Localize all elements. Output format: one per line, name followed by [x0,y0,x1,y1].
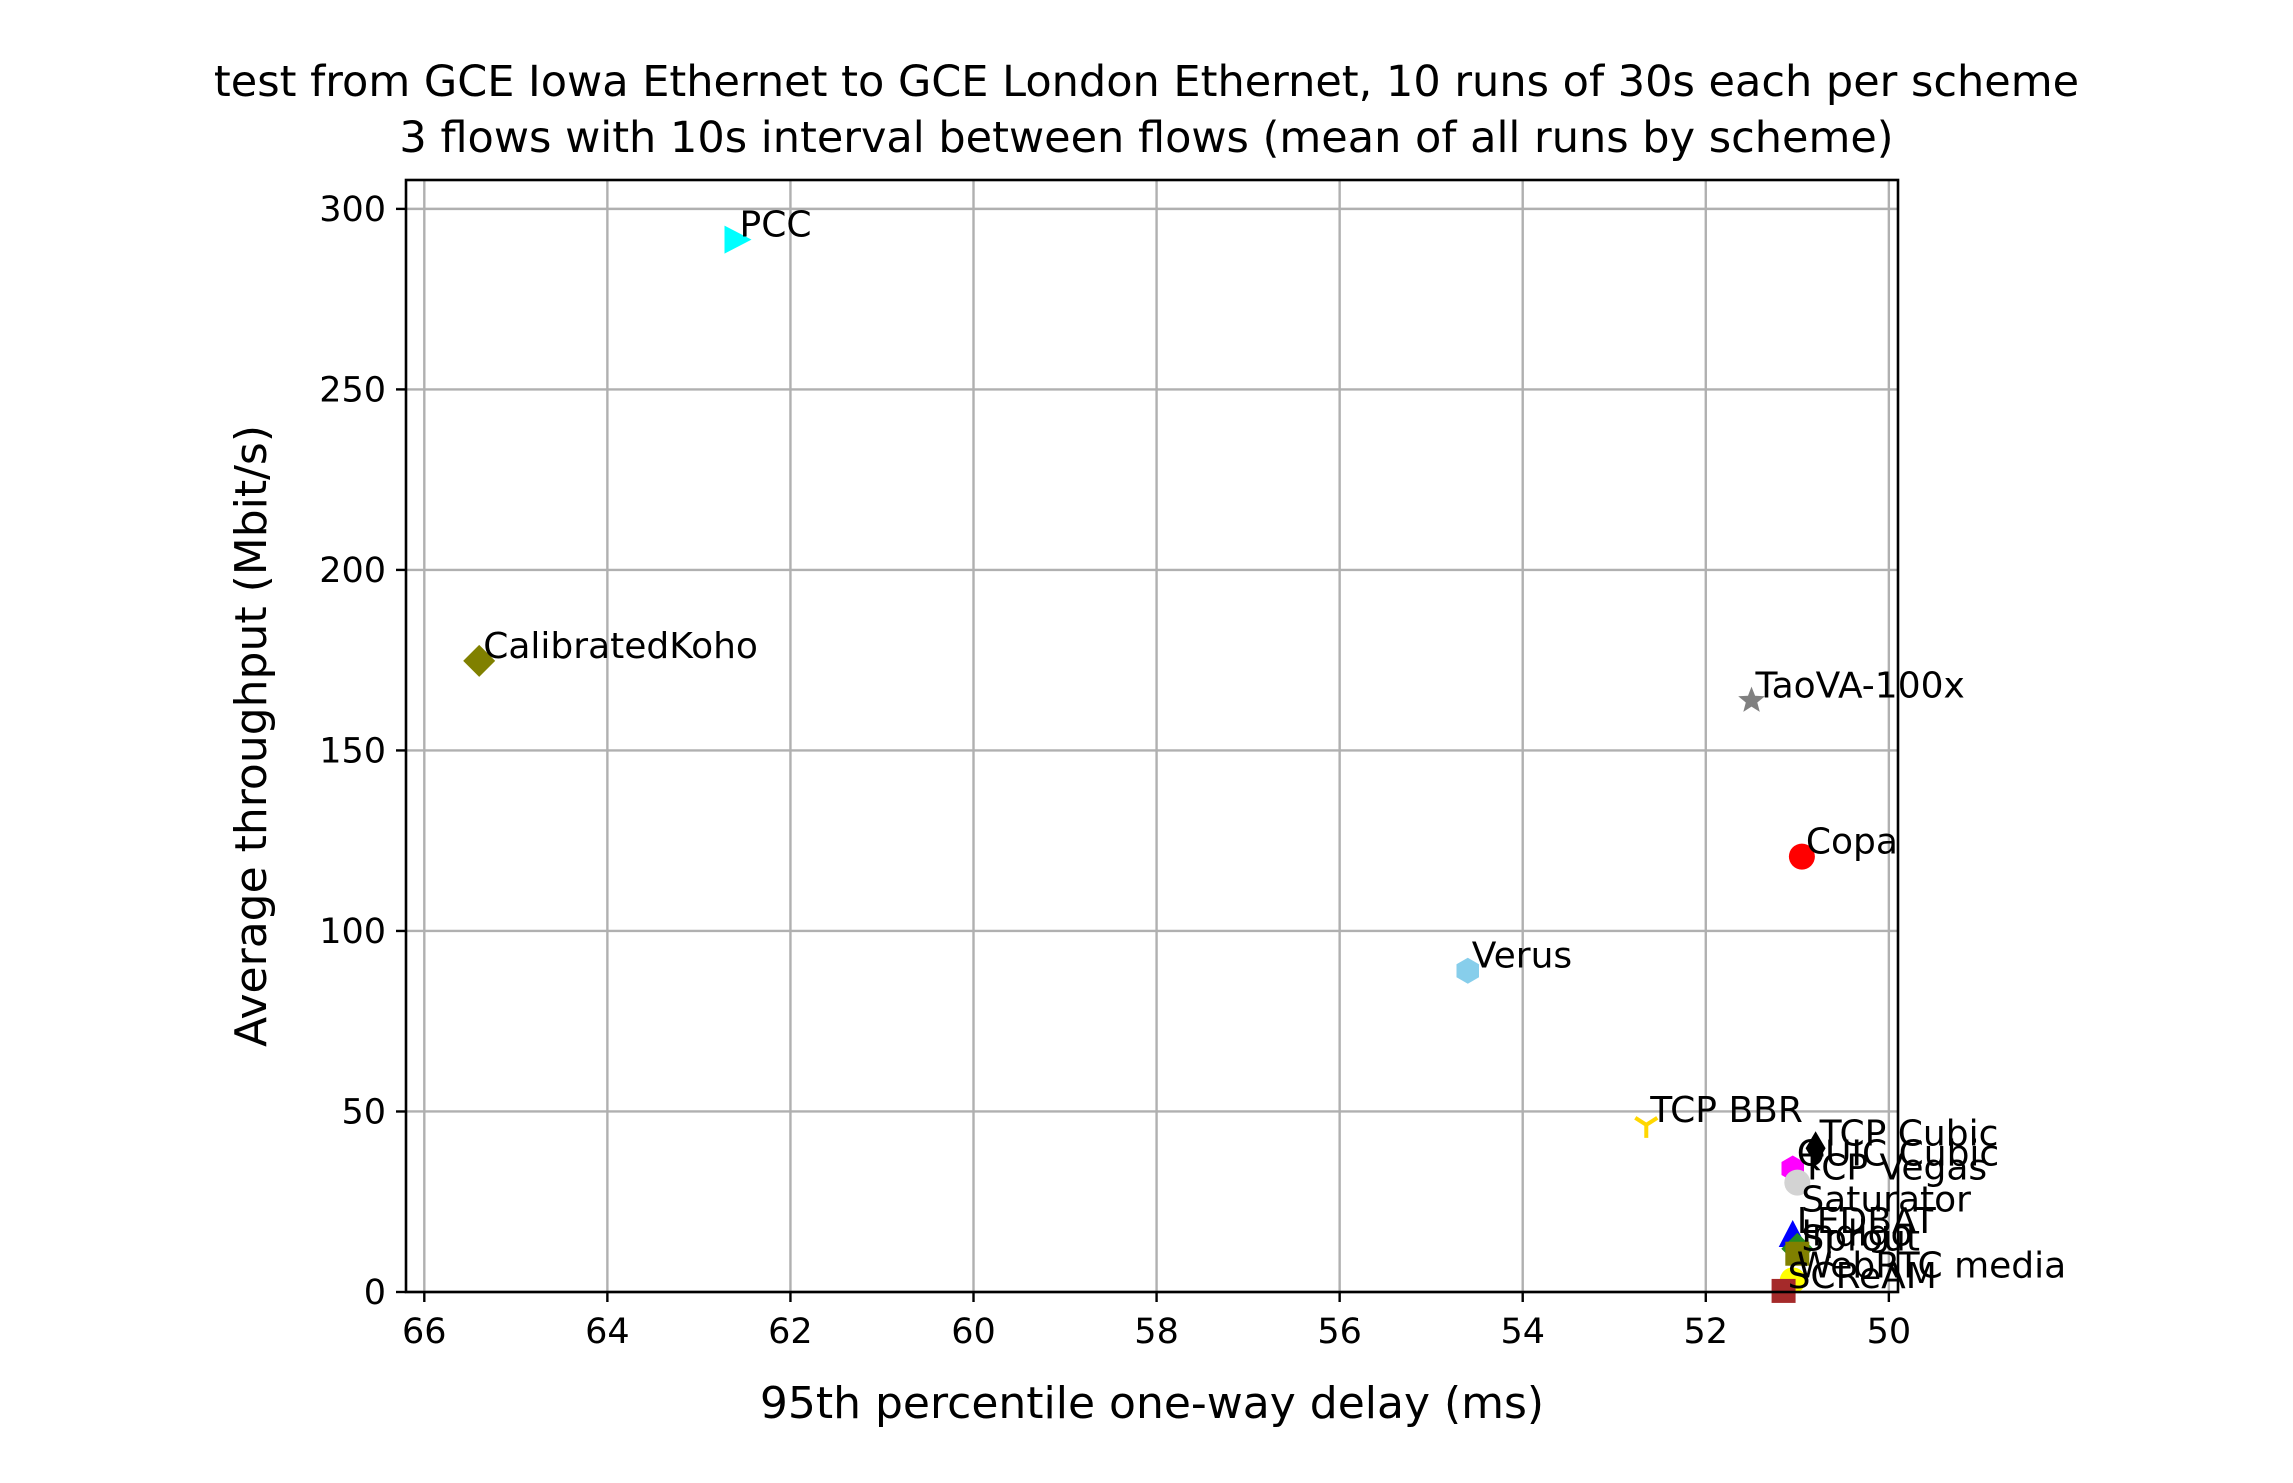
point-label: WebRTC media [1797,1245,2066,1286]
data-point: TaoVA-100x [1738,666,1965,712]
point-label: Verus [1472,936,1572,977]
data-point: Copa [1788,822,1898,870]
point-label: CalibratedKoho [483,626,758,667]
point-marker [724,225,752,254]
data-points: PCC CalibratedKoho TaoVA-100x Copa Verus TCP … [463,205,2066,1303]
x-tick-label: 60 [951,1312,996,1352]
data-point: TCP Cubic [1805,1113,1999,1166]
point-marker [1456,957,1479,984]
y-tick-label: 100 [319,912,386,952]
chart-title-line-1: test from GCE Iowa Ethernet to GCE Londo… [214,57,2079,107]
point-label: SCReAM [1788,1256,1937,1297]
x-tick-label: 66 [402,1312,447,1352]
x-axis-label: 95th percentile one-way delay (ms) [760,1378,1544,1429]
data-point: CalibratedKoho [463,626,758,677]
point-label: TaoVA-100x [1755,666,1965,707]
data-point: PCC [724,205,812,254]
data-point: TCP BBR [1634,1090,1803,1138]
data-point: TCP Vegas [1784,1148,1987,1196]
data-point: Saturator [1801,1180,1971,1221]
y-tick-label: 0 [364,1273,386,1313]
point-label: TCP BBR [1649,1090,1803,1131]
point-label: Copa [1806,822,1898,863]
x-tick-label: 64 [585,1312,630,1352]
axis-ticks: 66 64 62 60 58 56 54 52 50 0 50 100 150 200 250 300 [319,190,1911,1352]
x-tick-label: 56 [1317,1312,1362,1352]
data-point: Sprout [1785,1219,1920,1266]
x-tick-label: 52 [1684,1312,1729,1352]
y-tick-label: 150 [319,731,386,771]
y-axis-label: Average throughput (Mbit/s) [226,425,277,1047]
y-tick-label: 50 [341,1092,386,1132]
point-marker [1788,843,1815,870]
point-label: Sprout [1801,1219,1920,1260]
y-tick-label: 200 [319,551,386,591]
point-label: PCC [740,205,812,246]
y-tick-label: 250 [319,370,386,410]
data-point: SCReAM [1771,1256,1937,1303]
x-tick-label: 62 [768,1312,813,1352]
x-tick-label: 54 [1500,1312,1545,1352]
x-tick-label: 50 [1867,1312,1912,1352]
point-label: TCP Vegas [1800,1148,1987,1189]
y-tick-label: 300 [319,190,386,230]
point-marker [463,644,496,677]
plot-frame [404,178,1900,1294]
point-marker [1738,686,1765,712]
point-label: TCP Cubic [1819,1113,1999,1154]
point-marker [1785,1241,1810,1266]
point-marker [1784,1169,1811,1196]
x-tick-label: 58 [1134,1312,1179,1352]
chart-title-line-2: 3 flows with 10s interval between flows … [399,113,1893,163]
data-point: Verus [1456,936,1572,984]
point-label: Saturator [1801,1180,1971,1221]
point-marker [1634,1116,1659,1138]
point-label: LEDBAT [1797,1201,1937,1242]
point-marker [1805,1131,1826,1166]
point-label: Indigo [1801,1214,1912,1255]
